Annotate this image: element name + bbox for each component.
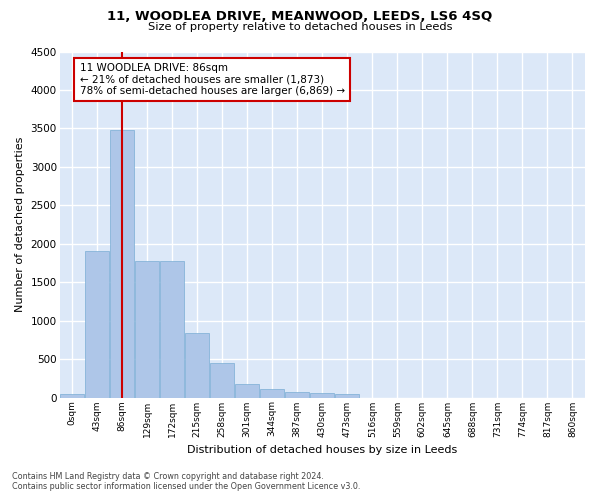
Text: Size of property relative to detached houses in Leeds: Size of property relative to detached ho… xyxy=(148,22,452,32)
Bar xyxy=(135,262,159,398)
Bar xyxy=(335,394,359,398)
Text: Contains HM Land Registry data © Crown copyright and database right 2024.
Contai: Contains HM Land Registry data © Crown c… xyxy=(12,472,361,491)
Bar xyxy=(160,262,184,398)
X-axis label: Distribution of detached houses by size in Leeds: Distribution of detached houses by size … xyxy=(187,445,457,455)
Bar xyxy=(85,252,109,398)
Bar xyxy=(60,394,84,398)
Bar xyxy=(185,333,209,398)
Bar xyxy=(235,384,259,398)
Bar xyxy=(110,130,134,398)
Y-axis label: Number of detached properties: Number of detached properties xyxy=(15,137,25,312)
Bar xyxy=(310,394,334,398)
Bar xyxy=(210,363,235,398)
Bar xyxy=(285,392,310,398)
Text: 11, WOODLEA DRIVE, MEANWOOD, LEEDS, LS6 4SQ: 11, WOODLEA DRIVE, MEANWOOD, LEEDS, LS6 … xyxy=(107,10,493,23)
Bar xyxy=(260,389,284,398)
Text: 11 WOODLEA DRIVE: 86sqm
← 21% of detached houses are smaller (1,873)
78% of semi: 11 WOODLEA DRIVE: 86sqm ← 21% of detache… xyxy=(80,63,345,96)
